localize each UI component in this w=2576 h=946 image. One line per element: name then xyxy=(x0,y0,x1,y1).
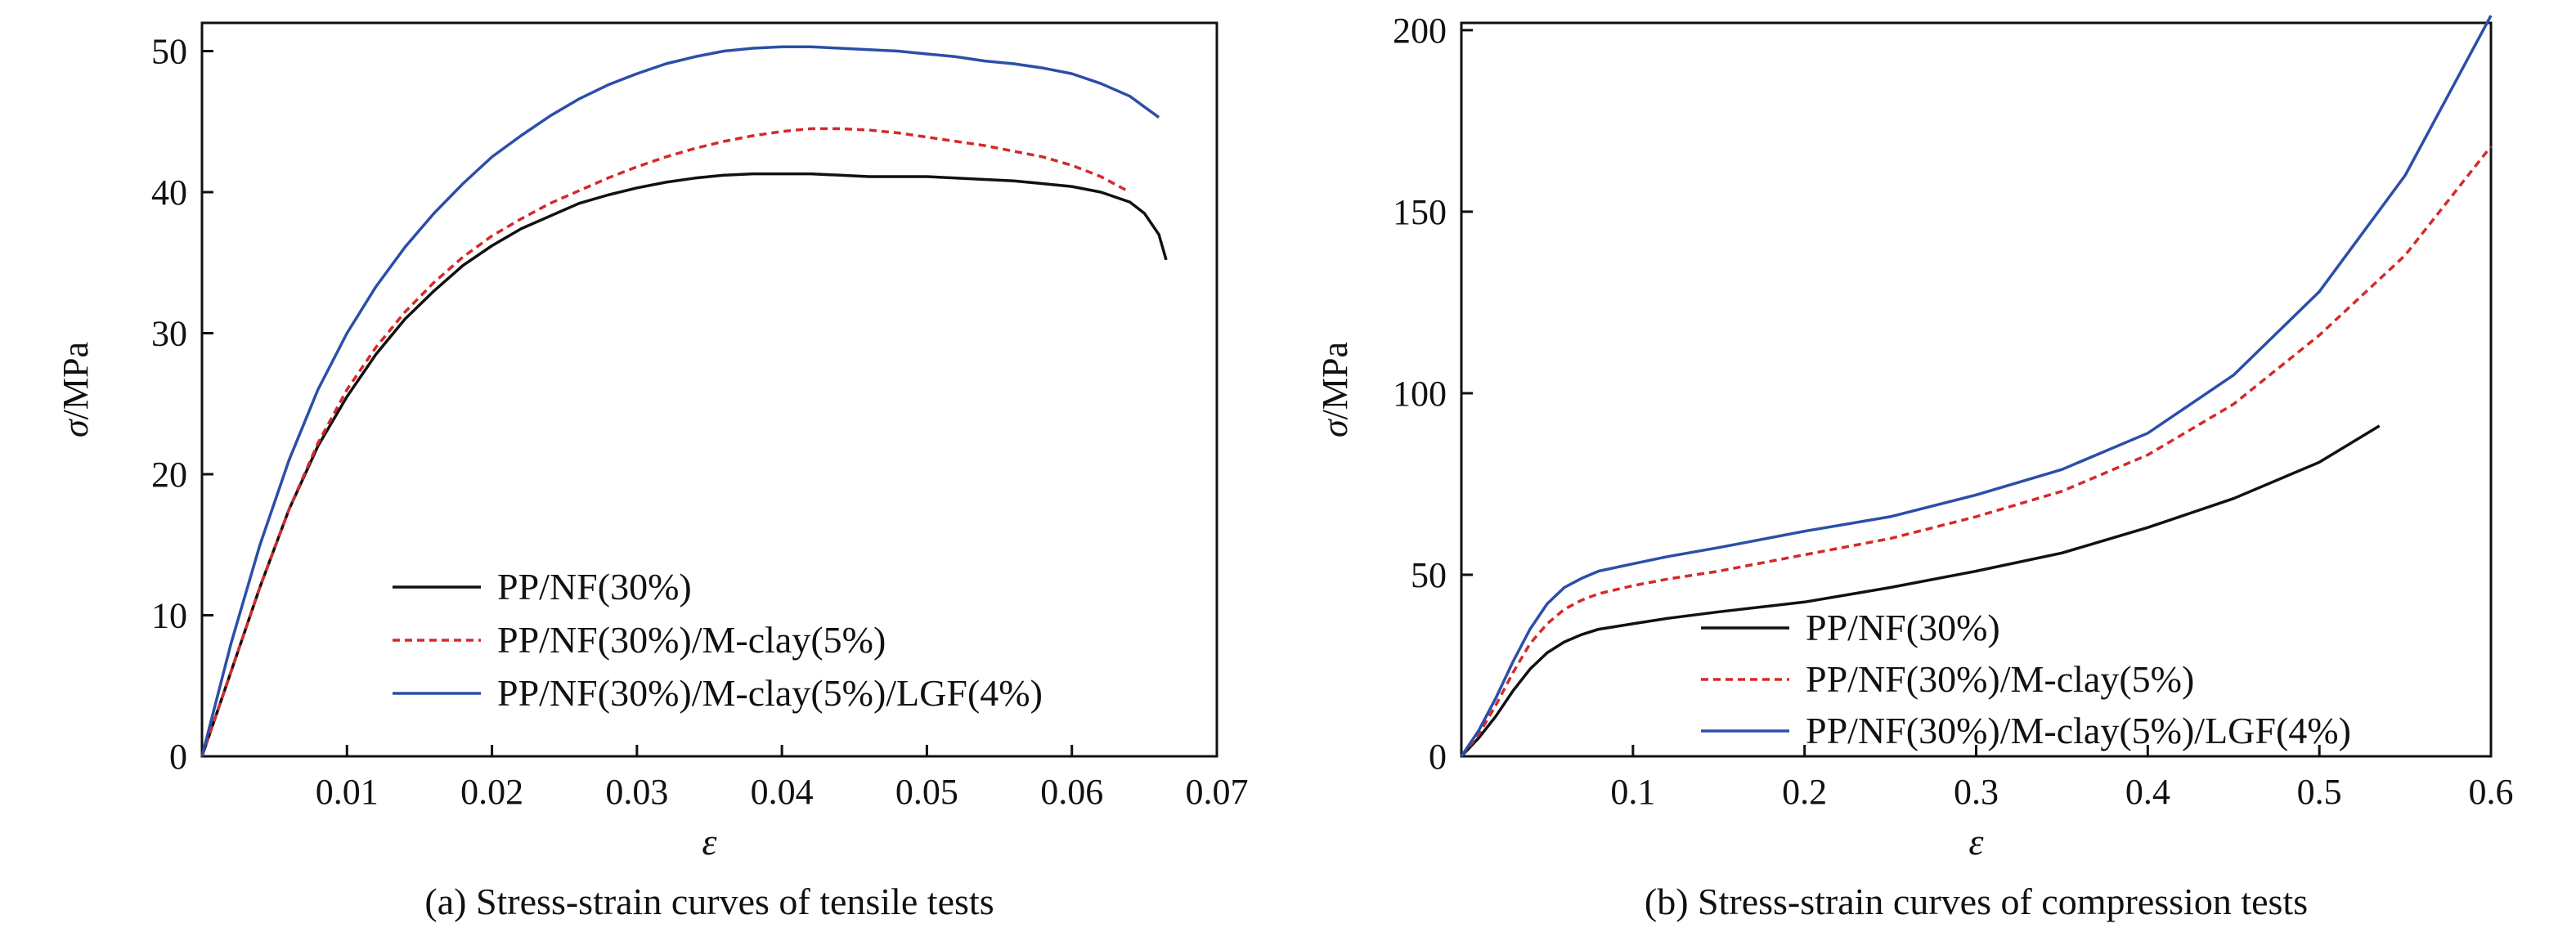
y-axis-unit: /MPa xyxy=(1315,342,1355,419)
y-axis-symbol: σ xyxy=(1315,418,1355,437)
x-tick-label: 0.5 xyxy=(2297,772,2342,812)
series-line-pp-nf-30-m-clay-5 xyxy=(1460,145,2493,758)
y-tick-label: 0 xyxy=(1429,737,1447,777)
y-tick-label: 40 xyxy=(151,173,187,213)
x-tick-label: 0.07 xyxy=(1186,772,1249,812)
series-line-pp-nf-30-m-clay-5 xyxy=(200,127,1131,757)
legend-label: PP/NF(30%) xyxy=(497,566,692,608)
x-tick-label: 0.02 xyxy=(460,772,523,812)
y-tick-label: 0 xyxy=(169,737,187,777)
y-axis-unit: /MPa xyxy=(56,342,96,419)
x-tick-label: 0.03 xyxy=(605,772,668,812)
x-axis-title: ε xyxy=(702,821,717,863)
x-tick-label: 0.6 xyxy=(2469,772,2514,812)
legend-label: PP/NF(30%) xyxy=(1806,607,2000,648)
legend-label: PP/NF(30%)/M-clay(5%) xyxy=(1806,658,2194,700)
chart-caption: (a) Stress-strain curves of tensile test… xyxy=(424,881,994,922)
legend: PP/NF(30%) PP/NF(30%)/M-clay(5%) PP/NF(30%… xyxy=(1701,607,2351,751)
tensile-chart-panel: 0.01 0.02 0.03 0.04 0.05 0.06 0.07 0 10 20 30 40 50 ε… xyxy=(56,21,1249,922)
x-tick-label: 0.3 xyxy=(1954,772,1999,812)
y-axis-title: σ/MPa xyxy=(1315,342,1355,437)
legend-label: PP/NF(30%)/M-clay(5%)/LGF(4%) xyxy=(1806,710,2351,751)
series-line-pp-nf-30 xyxy=(1460,424,2381,758)
y-tick-label: 10 xyxy=(151,596,187,636)
legend-label: PP/NF(30%)/M-clay(5%) xyxy=(497,619,886,661)
y-tick-label: 150 xyxy=(1393,192,1447,232)
series-line-pp-nf-30-m-clay-5-lgf-4 xyxy=(200,45,1160,757)
legend: PP/NF(30%) PP/NF(30%)/M-clay(5%) PP/NF(30%… xyxy=(393,566,1043,714)
compression-chart-panel: 0.1 0.2 0.3 0.4 0.5 0.6 0 50 100 150 200 ε σ/MPa PP/N… xyxy=(1315,11,2514,922)
y-tick-label: 50 xyxy=(1411,555,1447,595)
x-tick-label: 0.05 xyxy=(895,772,958,812)
plot-area-frame xyxy=(200,21,1218,758)
y-tick-label: 50 xyxy=(151,32,187,72)
y-tick-label: 20 xyxy=(151,455,187,495)
x-tick-label: 0.1 xyxy=(1610,772,1655,812)
y-tick-label: 30 xyxy=(151,314,187,354)
x-tick-label: 0.4 xyxy=(2125,772,2170,812)
y-axis-title: σ/MPa xyxy=(56,342,96,437)
y-tick-label: 100 xyxy=(1393,374,1447,414)
series-line-pp-nf-30 xyxy=(200,172,1168,757)
x-tick-label: 0.04 xyxy=(751,772,814,812)
x-tick-label: 0.2 xyxy=(1782,772,1827,812)
series-line-pp-nf-30-m-clay-5-lgf-4 xyxy=(1460,15,2493,757)
x-tick-label: 0.06 xyxy=(1040,772,1103,812)
y-axis-symbol: σ xyxy=(56,418,96,437)
x-tick-label: 0.01 xyxy=(316,772,379,812)
chart-caption: (b) Stress-strain curves of compression … xyxy=(1645,881,2308,922)
legend-label: PP/NF(30%)/M-clay(5%)/LGF(4%) xyxy=(497,672,1043,714)
x-axis-title: ε xyxy=(1968,821,1984,863)
y-tick-label: 200 xyxy=(1393,11,1447,51)
